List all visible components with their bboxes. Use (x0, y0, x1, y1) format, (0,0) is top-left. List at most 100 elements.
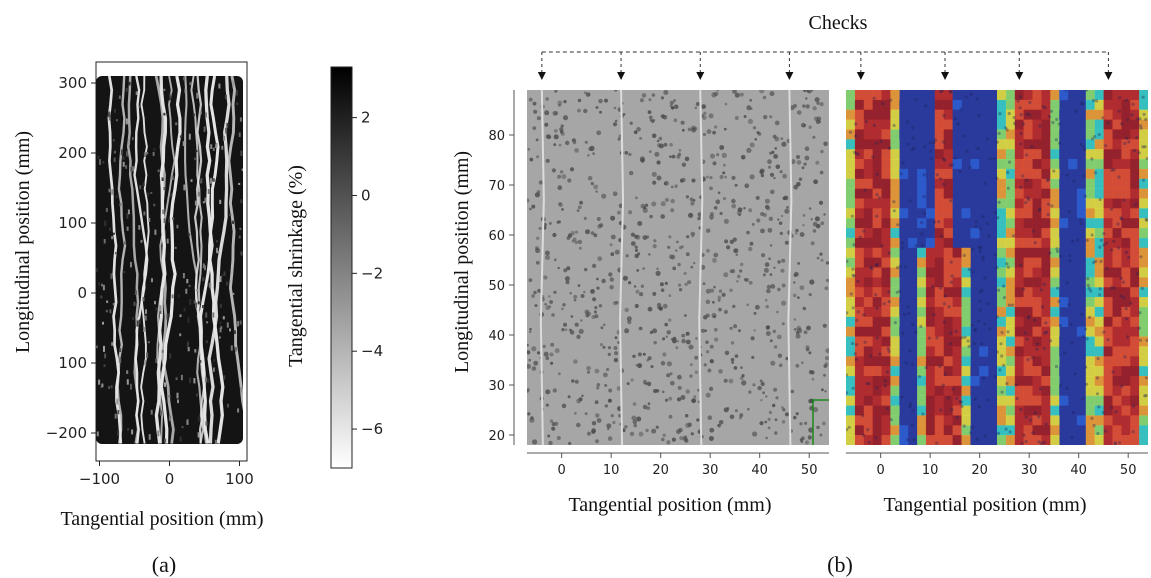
pore-overlay (1004, 126, 1008, 130)
heatmap-cell (1068, 435, 1078, 445)
heatmap-cell (1103, 395, 1113, 406)
pore (604, 98, 608, 103)
pore (594, 400, 599, 405)
pore (688, 212, 694, 218)
heatmap-cell (925, 405, 936, 416)
texture-speck (135, 91, 138, 95)
pore-overlay (1042, 282, 1046, 286)
pore (712, 130, 716, 135)
heatmap-cell (1068, 228, 1078, 239)
heatmap-cell (997, 277, 1007, 288)
heatmap-cell (952, 198, 962, 209)
pore (559, 170, 564, 174)
heatmap-cell (881, 336, 891, 347)
pore-overlay (962, 253, 966, 258)
pore (589, 145, 595, 151)
heatmap-cell (863, 376, 873, 387)
texture-speck (194, 200, 197, 206)
pore (659, 282, 664, 287)
heatmap-cell (925, 247, 936, 258)
pore (608, 388, 613, 393)
pore-overlay (1046, 213, 1050, 217)
pore-overlay (962, 424, 966, 428)
pore (709, 386, 714, 391)
pore-overlay (1038, 207, 1042, 211)
heatmap-cell (1050, 90, 1060, 101)
heatmap-cell (1032, 198, 1042, 209)
pore (584, 309, 590, 315)
heatmap-cell (925, 336, 936, 347)
pore-overlay (1038, 387, 1043, 391)
pore (637, 363, 643, 369)
pore-overlay (851, 341, 855, 346)
pore-overlay (985, 137, 990, 141)
pore (785, 356, 789, 361)
heatmap-cell (1103, 99, 1113, 111)
heatmap-cell (872, 208, 882, 219)
pore (675, 346, 679, 350)
texture-speck (194, 349, 197, 353)
pore (764, 204, 770, 210)
heatmap-cell (1112, 228, 1122, 239)
heatmap-cell (1094, 257, 1104, 268)
heatmap-cell (1023, 376, 1033, 387)
heatmap-cell (1041, 188, 1051, 199)
texture-speck (223, 136, 225, 141)
pore (729, 239, 734, 244)
colorbar-ticks: 20−2−4−6 (352, 109, 383, 438)
pore (790, 159, 796, 165)
pore-overlay (932, 141, 936, 145)
texture-speck (187, 317, 190, 323)
pore-overlay (1024, 439, 1028, 444)
heatmap-cell (1103, 109, 1113, 120)
check-arrow-head (617, 72, 626, 80)
heatmap-cell (1139, 366, 1148, 377)
pore (662, 433, 666, 437)
heatmap-cell (1094, 168, 1104, 180)
pore (528, 358, 532, 362)
pore-overlay (912, 146, 916, 150)
pore (701, 328, 705, 333)
heatmap-cell (881, 306, 891, 318)
pore-overlay (1093, 171, 1098, 175)
pore (781, 300, 787, 306)
pore (744, 183, 750, 189)
texture-speck (171, 175, 174, 180)
pore (544, 303, 547, 306)
heatmap-cell (854, 277, 865, 288)
heatmap-cell (952, 297, 962, 308)
heatmap-cell (917, 237, 927, 249)
pore (690, 201, 695, 206)
pore (634, 248, 639, 252)
pore (779, 231, 783, 235)
pore-overlay (846, 428, 849, 432)
pore (584, 267, 588, 272)
heatmap-cell (1130, 425, 1140, 436)
pore (716, 153, 720, 157)
pore (637, 221, 643, 226)
heatmap-cell (988, 218, 998, 229)
pore (553, 290, 557, 294)
pore (557, 220, 562, 224)
pore-overlay (1026, 358, 1030, 362)
heatmap-cell (854, 316, 865, 327)
heatmap-cell (881, 139, 891, 150)
panel-b-caption: (b) (827, 552, 853, 577)
heatmap-cell (952, 277, 962, 288)
pore (676, 340, 679, 343)
pore-overlay (980, 342, 984, 346)
heatmap-cell (1032, 168, 1042, 180)
heatmap-cell (854, 90, 865, 101)
pore (677, 385, 682, 390)
x-tick-label: 30 (1021, 463, 1038, 478)
pore (670, 380, 675, 386)
texture-speck (185, 288, 188, 294)
pore (553, 129, 558, 133)
heatmap-cell (1094, 346, 1104, 357)
pore-overlay (887, 290, 891, 294)
pore-overlay (967, 267, 971, 272)
heatmap-cell (1112, 415, 1122, 426)
pore-overlay (932, 313, 936, 317)
pore (729, 269, 733, 274)
heatmap-cell (952, 139, 962, 150)
